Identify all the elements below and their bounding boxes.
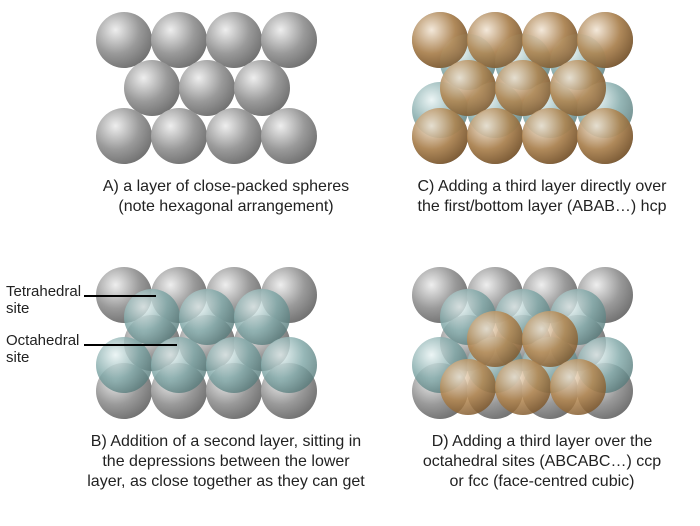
brown-sphere — [495, 60, 551, 116]
grey-sphere — [96, 12, 152, 68]
grey-sphere — [206, 12, 262, 68]
teal-sphere — [206, 337, 262, 393]
brown-sphere — [467, 12, 523, 68]
site-label: Tetrahedralsite — [6, 283, 81, 318]
panel-b: B) Addition of a second layer, sitting i… — [96, 267, 356, 419]
brown-sphere — [522, 311, 578, 367]
grey-sphere — [261, 12, 317, 68]
brown-sphere — [412, 12, 468, 68]
grey-sphere — [151, 12, 207, 68]
grey-sphere — [124, 60, 180, 116]
sphere-stack — [96, 267, 356, 419]
brown-sphere — [467, 108, 523, 164]
grey-sphere — [179, 60, 235, 116]
panel-c-caption: C) Adding a third layer directly overthe… — [392, 177, 692, 217]
brown-sphere — [577, 108, 633, 164]
brown-sphere — [522, 12, 578, 68]
label-connector — [84, 295, 156, 297]
teal-sphere — [234, 289, 290, 345]
sphere-stack — [96, 12, 356, 164]
teal-sphere — [179, 289, 235, 345]
brown-sphere — [495, 359, 551, 415]
brown-sphere — [577, 12, 633, 68]
panel-c: C) Adding a third layer directly overthe… — [412, 12, 672, 164]
panel-b-caption: B) Addition of a second layer, sitting i… — [76, 432, 376, 492]
panel-a-caption: A) a layer of close-packed spheres(note … — [76, 177, 376, 217]
site-label: Octahedralsite — [6, 332, 79, 367]
grey-sphere — [96, 108, 152, 164]
teal-sphere — [124, 289, 180, 345]
panel-d-caption: D) Adding a third layer over theoctahedr… — [392, 432, 692, 492]
sphere-stack — [412, 12, 672, 164]
brown-sphere — [440, 359, 496, 415]
brown-sphere — [412, 108, 468, 164]
panel-d: D) Adding a third layer over theoctahedr… — [412, 267, 672, 419]
grey-sphere — [151, 108, 207, 164]
brown-sphere — [440, 60, 496, 116]
brown-sphere — [522, 108, 578, 164]
sphere-stack — [412, 267, 672, 419]
brown-sphere — [550, 60, 606, 116]
grey-sphere — [261, 108, 317, 164]
teal-sphere — [261, 337, 317, 393]
panel-a: A) a layer of close-packed spheres(note … — [96, 12, 356, 164]
grey-sphere — [206, 108, 262, 164]
label-connector — [84, 344, 177, 346]
grey-sphere — [234, 60, 290, 116]
brown-sphere — [467, 311, 523, 367]
brown-sphere — [550, 359, 606, 415]
